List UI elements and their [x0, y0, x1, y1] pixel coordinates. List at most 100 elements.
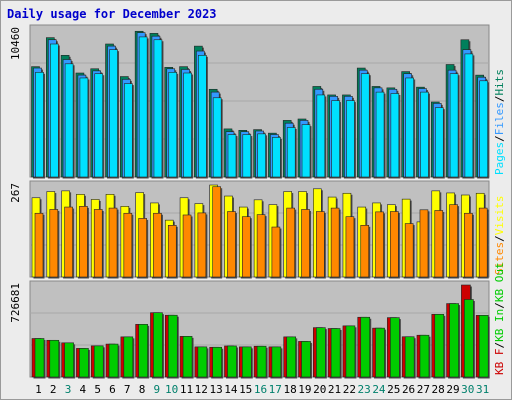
x-tick-day-3: 3 — [65, 383, 72, 396]
x-tick-day-18: 18 — [283, 383, 296, 396]
bar-kbin-day-21 — [330, 328, 341, 378]
bar-sites-day-27 — [419, 209, 429, 278]
bar-kbin-day-27 — [419, 334, 430, 378]
bar-pages-day-26 — [405, 77, 414, 178]
bar-pages-day-22 — [346, 100, 355, 178]
bar-kbin-day-25 — [390, 317, 400, 378]
bar-kbin-day-13 — [212, 346, 222, 378]
bar-kbin-day-11 — [182, 336, 193, 378]
bar-kbin-day-30 — [464, 299, 474, 378]
bar-kbin-day-3 — [64, 342, 74, 378]
bar-kbin-day-4 — [79, 348, 89, 378]
bar-sites-day-8 — [138, 218, 147, 278]
bar-kbin-day-9 — [153, 312, 163, 378]
bar-pages-day-15 — [242, 134, 252, 178]
bar-pages-day-6 — [109, 49, 118, 178]
x-tick-day-30: 30 — [461, 383, 474, 396]
panel-2-ymax-label: 726681 — [9, 283, 22, 323]
bar-pages-day-17 — [272, 137, 281, 178]
x-tick-day-6: 6 — [109, 383, 116, 396]
bar-pages-day-25 — [390, 93, 400, 178]
bar-sites-day-30 — [464, 212, 473, 278]
bar-kbin-day-26 — [404, 336, 415, 378]
bar-kbin-day-19 — [301, 341, 311, 378]
bar-kbin-day-14 — [227, 345, 237, 378]
x-tick-day-21: 21 — [328, 383, 341, 396]
bar-sites-day-17 — [271, 226, 281, 278]
bar-pages-day-19 — [301, 124, 311, 178]
bar-kbin-day-1 — [34, 338, 45, 378]
bar-pages-day-2 — [50, 43, 59, 178]
bar-sites-day-5 — [93, 209, 103, 278]
bar-kbin-day-20 — [316, 327, 326, 378]
bar-sites-day-18 — [286, 207, 296, 278]
x-tick-day-5: 5 — [94, 383, 101, 396]
x-tick-day-11: 11 — [180, 383, 193, 396]
x-tick-day-25: 25 — [387, 383, 400, 396]
bar-sites-day-21 — [330, 207, 340, 278]
bar-pages-day-28 — [434, 107, 444, 178]
bar-kbin-day-5 — [93, 345, 104, 378]
bar-sites-day-2 — [49, 209, 59, 278]
legend-sites-visits: Sites/Visits — [493, 196, 506, 276]
bar-sites-day-28 — [434, 210, 444, 278]
x-tick-day-8: 8 — [139, 383, 146, 396]
bar-sites-day-4 — [79, 206, 88, 278]
x-tick-day-28: 28 — [432, 383, 445, 396]
x-tick-day-1: 1 — [35, 383, 42, 396]
bar-sites-day-16 — [256, 214, 266, 278]
x-tick-day-16: 16 — [254, 383, 267, 396]
bar-pages-day-11 — [183, 72, 192, 178]
bar-pages-day-5 — [94, 73, 104, 178]
x-tick-day-23: 23 — [358, 383, 371, 396]
bar-pages-day-10 — [168, 71, 178, 178]
bar-sites-day-31 — [478, 207, 488, 278]
bar-pages-day-8 — [138, 36, 148, 178]
bar-sites-day-3 — [64, 206, 73, 278]
bar-kbin-day-23 — [360, 316, 371, 378]
x-tick-day-27: 27 — [417, 383, 430, 396]
bar-pages-day-13 — [212, 97, 222, 178]
x-tick-day-10: 10 — [165, 383, 178, 396]
bar-sites-day-13 — [212, 186, 221, 278]
bar-pages-day-1 — [35, 71, 44, 178]
bar-sites-day-1 — [34, 212, 44, 278]
bar-pages-day-7 — [124, 83, 133, 178]
bar-sites-day-23 — [360, 225, 370, 278]
bar-pages-day-24 — [375, 91, 385, 178]
bar-pages-day-9 — [153, 39, 163, 178]
bar-sites-day-19 — [301, 209, 310, 278]
x-tick-day-22: 22 — [343, 383, 356, 396]
bar-sites-day-14 — [227, 211, 236, 278]
x-tick-day-12: 12 — [195, 383, 208, 396]
bar-kbin-day-31 — [478, 315, 489, 378]
bar-sites-day-12 — [197, 212, 207, 278]
bar-sites-day-9 — [153, 212, 162, 278]
bar-kbin-day-29 — [449, 303, 459, 378]
bar-kbin-day-6 — [108, 343, 119, 378]
bar-kbin-day-18 — [286, 336, 297, 378]
bar-pages-day-31 — [479, 80, 488, 178]
bar-sites-day-10 — [167, 225, 177, 278]
bar-pages-day-27 — [420, 91, 429, 178]
bar-pages-day-12 — [198, 55, 207, 178]
bar-sites-day-11 — [182, 214, 192, 278]
bar-pages-day-30 — [464, 53, 474, 178]
bar-sites-day-20 — [316, 211, 325, 278]
x-tick-day-24: 24 — [372, 383, 386, 396]
panel-1-ymax-label: 267 — [9, 183, 22, 203]
bar-kbin-day-12 — [197, 346, 208, 378]
chart-title: Daily usage for December 2023 — [7, 7, 217, 21]
bar-kbin-day-15 — [241, 346, 252, 378]
bar-kbin-day-22 — [345, 325, 356, 378]
bar-sites-day-15 — [241, 216, 251, 278]
bar-kbin-day-16 — [256, 345, 267, 378]
x-tick-day-13: 13 — [209, 383, 222, 396]
legend-kbf-kbin-kbout: KB F/KB In/KB Out — [493, 262, 506, 375]
x-tick-day-19: 19 — [298, 383, 311, 396]
bar-pages-day-29 — [449, 73, 459, 178]
x-tick-day-26: 26 — [402, 383, 415, 396]
bar-kbin-day-28 — [434, 314, 445, 378]
legend-pages-files-hits: Pages/Files/Hits — [493, 69, 506, 175]
